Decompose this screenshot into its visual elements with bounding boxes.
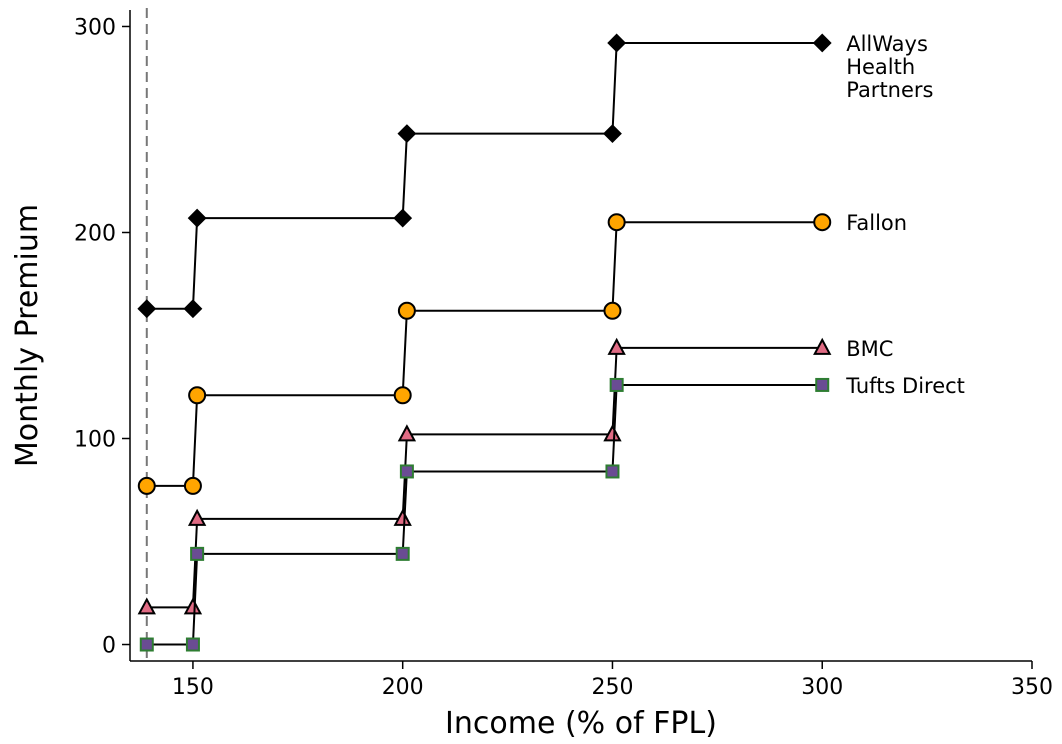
- x-tick-label-3: 300: [801, 675, 843, 700]
- series-3-point-5: [605, 464, 620, 479]
- series-3-point-0: [139, 637, 154, 652]
- series-1-point-6: [607, 213, 626, 232]
- series-label-0: AllWays Health Partners: [846, 32, 933, 102]
- series-label-line: Health: [846, 55, 915, 79]
- series-1: Fallon: [137, 211, 907, 495]
- x-tick-label-2: 250: [591, 675, 633, 700]
- y-tick-label-1: 100: [74, 428, 116, 453]
- series-line-1: [146, 221, 823, 487]
- series-label-2: BMC: [846, 337, 893, 361]
- series-3-point-2: [190, 546, 205, 561]
- series-1-point-0: [137, 476, 156, 495]
- series-2-point-3: [393, 508, 412, 526]
- series-1-point-3: [393, 386, 412, 405]
- series-label-line: Tufts Direct: [845, 374, 965, 398]
- x-tick-label-4: 350: [1011, 675, 1053, 700]
- y-axis-title: Monthly Premium: [10, 204, 45, 467]
- y-tick-label-3: 300: [74, 15, 116, 40]
- series-3: Tufts Direct: [139, 374, 965, 652]
- series-label-line: BMC: [846, 337, 893, 361]
- series-2-point-0: [137, 597, 156, 615]
- x-tick-label-1: 200: [382, 675, 424, 700]
- series-0-point-6: [607, 33, 627, 53]
- y-tick-label-0: 0: [102, 634, 116, 659]
- series-2-point-6: [607, 337, 626, 355]
- series-label-3: Tufts Direct: [845, 374, 965, 398]
- x-axis-title: Income (% of FPL): [445, 706, 717, 741]
- series-0-point-1: [183, 299, 203, 319]
- series-0-point-0: [137, 299, 157, 319]
- series-1-point-7: [813, 213, 832, 232]
- series-3-point-4: [399, 464, 414, 479]
- axes: 150 200 250 300 350 0 100 200 300: [74, 10, 1053, 700]
- series-label-line: AllWays: [846, 32, 928, 56]
- series-2-point-4: [397, 424, 417, 442]
- series-0-point-7: [812, 33, 832, 53]
- series-3-point-7: [815, 377, 830, 392]
- series-label-1: Fallon: [846, 211, 907, 235]
- series-0-point-4: [397, 124, 417, 144]
- series-0: AllWays Health Partners: [137, 32, 933, 319]
- series-1-point-4: [397, 301, 416, 320]
- series-line-3: [146, 383, 823, 646]
- series-line-2: [146, 346, 823, 609]
- y-tick-label-2: 200: [74, 221, 116, 246]
- series-0-point-2: [187, 208, 207, 228]
- series-3-point-1: [185, 637, 200, 652]
- series-0-point-3: [393, 208, 413, 228]
- x-tick-label-0: 150: [172, 675, 214, 700]
- series-0-point-5: [603, 124, 622, 144]
- series-2-point-1: [183, 597, 203, 615]
- series-1-point-1: [183, 476, 202, 495]
- series-2-point-5: [603, 424, 622, 442]
- series-2-point-7: [813, 337, 832, 355]
- series-label-line: Fallon: [846, 211, 907, 235]
- series-3-point-3: [395, 546, 410, 561]
- series-3-point-6: [609, 377, 624, 392]
- series-2-point-2: [187, 508, 207, 526]
- series-2: BMC: [137, 337, 893, 615]
- series-layer: AllWays Health Partners Fallon BMC Tufts Dire…: [137, 32, 965, 652]
- series-1-point-2: [188, 386, 207, 405]
- series-line-0: [146, 41, 823, 310]
- series-1-point-5: [603, 301, 622, 320]
- series-label-line: Partners: [846, 78, 933, 102]
